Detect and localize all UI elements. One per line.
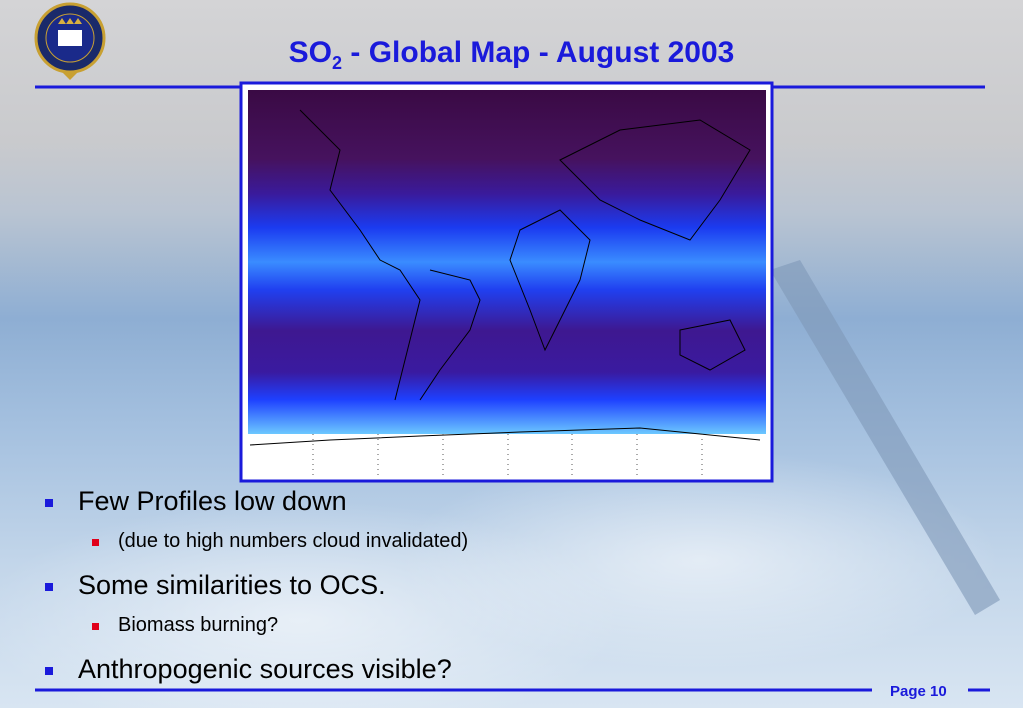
sub-bullet-marker <box>92 539 99 546</box>
bullet-marker <box>45 667 53 675</box>
title-text: - Global Map - August 2003 <box>342 36 735 69</box>
slide-title: SO2 - Global Map - August 2003 <box>0 36 1023 74</box>
bullet-marker <box>45 583 53 591</box>
sub-bullet-marker <box>92 623 99 630</box>
coastlines <box>249 109 761 446</box>
title-subscript: 2 <box>332 53 343 73</box>
page-number: Page 10 <box>890 683 947 700</box>
so2-map <box>248 90 766 434</box>
title-text: SO <box>288 36 333 69</box>
bullet-text: Anthropogenic sources visible? <box>78 654 452 684</box>
bullet-text: Few Profiles low down <box>78 486 347 516</box>
sub-bullet-text: Biomass burning? <box>118 614 279 636</box>
bullet-marker <box>45 499 53 507</box>
bullet-text: Some similarities to OCS. <box>78 570 386 600</box>
university-crest <box>34 2 106 80</box>
sub-bullet-text: (due to high numbers cloud invalidated) <box>118 530 469 552</box>
